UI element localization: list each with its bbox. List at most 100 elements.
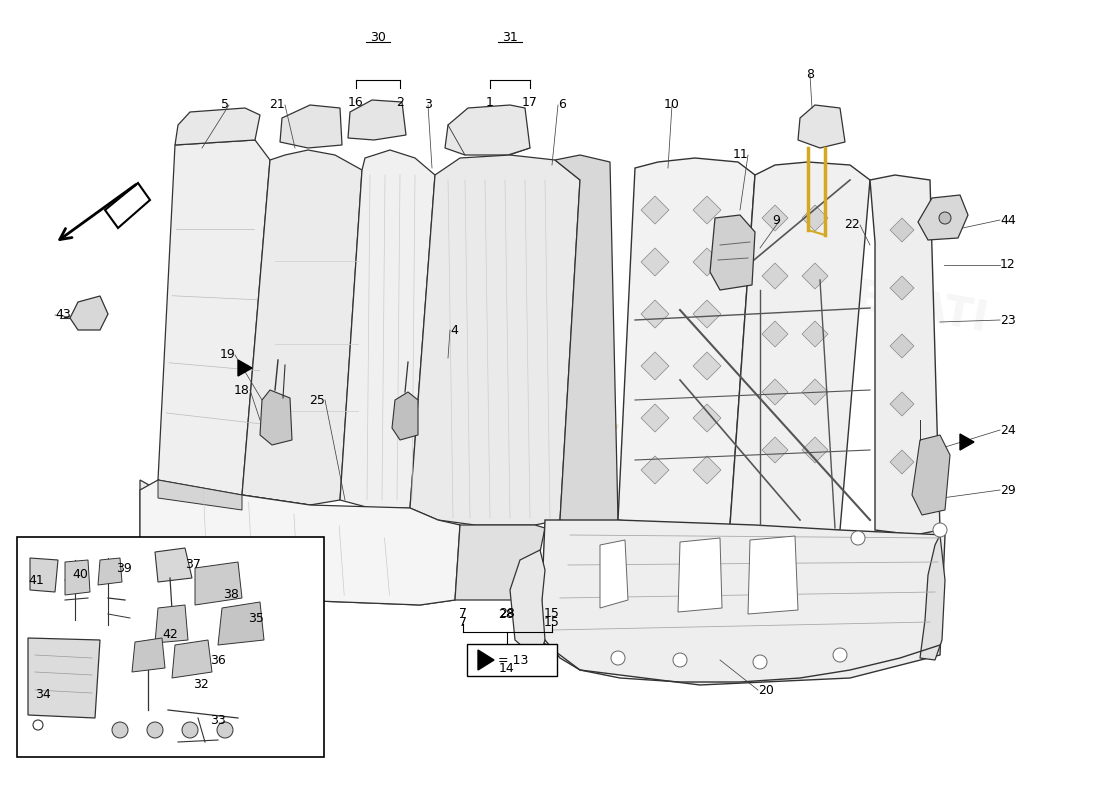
Polygon shape [890, 334, 914, 358]
Circle shape [933, 523, 947, 537]
Text: 11: 11 [733, 149, 748, 162]
Polygon shape [802, 437, 828, 463]
Text: 9: 9 [772, 214, 780, 226]
Polygon shape [30, 558, 58, 592]
Text: 41: 41 [28, 574, 44, 586]
Polygon shape [132, 638, 165, 672]
Polygon shape [890, 218, 914, 242]
Polygon shape [556, 155, 618, 528]
Circle shape [33, 720, 43, 730]
Text: 15: 15 [544, 607, 560, 620]
Polygon shape [238, 360, 252, 376]
Text: 33: 33 [210, 714, 225, 726]
Text: 35: 35 [248, 611, 264, 625]
Polygon shape [802, 379, 828, 405]
Polygon shape [340, 150, 434, 508]
Polygon shape [410, 155, 580, 525]
Text: 10: 10 [664, 98, 680, 111]
Circle shape [112, 722, 128, 738]
Text: 40: 40 [72, 569, 88, 582]
Text: 30: 30 [370, 31, 386, 44]
Polygon shape [280, 105, 342, 148]
Polygon shape [798, 105, 845, 148]
Text: 32: 32 [192, 678, 209, 691]
Polygon shape [641, 404, 669, 432]
Text: 16: 16 [348, 96, 364, 109]
Polygon shape [140, 480, 460, 605]
Circle shape [754, 655, 767, 669]
Polygon shape [70, 296, 108, 330]
Polygon shape [600, 540, 628, 608]
Text: 23: 23 [1000, 314, 1015, 326]
Text: MASERATI: MASERATI [749, 258, 991, 342]
Polygon shape [28, 638, 100, 718]
Text: 22: 22 [845, 218, 860, 231]
Polygon shape [641, 300, 669, 328]
Polygon shape [693, 352, 720, 380]
Polygon shape [641, 352, 669, 380]
Text: 18: 18 [234, 383, 250, 397]
Polygon shape [890, 450, 914, 474]
Text: 31: 31 [502, 31, 518, 44]
Polygon shape [641, 248, 669, 276]
Polygon shape [678, 538, 722, 612]
Polygon shape [172, 640, 212, 678]
Polygon shape [104, 183, 150, 228]
Polygon shape [693, 248, 720, 276]
Text: 34: 34 [35, 689, 51, 702]
Polygon shape [155, 605, 188, 643]
Text: 42: 42 [162, 629, 178, 642]
Polygon shape [920, 535, 945, 660]
Polygon shape [710, 215, 755, 290]
Text: 39: 39 [116, 562, 132, 574]
Text: 7: 7 [459, 607, 468, 620]
Text: 37: 37 [185, 558, 201, 571]
Text: 44: 44 [1000, 214, 1015, 226]
Polygon shape [762, 321, 788, 347]
Text: 25: 25 [309, 394, 324, 406]
Text: 38: 38 [223, 589, 239, 602]
Text: 28: 28 [498, 607, 514, 621]
Polygon shape [242, 150, 362, 505]
Circle shape [610, 651, 625, 665]
Circle shape [851, 531, 865, 545]
Text: 20: 20 [758, 683, 774, 697]
Polygon shape [890, 392, 914, 416]
Text: 2: 2 [396, 96, 404, 109]
Polygon shape [693, 196, 720, 224]
Text: 3: 3 [425, 98, 432, 111]
Text: 5: 5 [221, 98, 229, 111]
Text: 21: 21 [270, 98, 285, 111]
Text: 17: 17 [522, 96, 538, 109]
Circle shape [833, 648, 847, 662]
FancyBboxPatch shape [16, 537, 324, 757]
Circle shape [939, 212, 952, 224]
Circle shape [217, 722, 233, 738]
Polygon shape [960, 434, 974, 450]
Polygon shape [140, 480, 460, 605]
Polygon shape [478, 650, 494, 670]
Text: 28: 28 [499, 607, 515, 620]
Polygon shape [218, 602, 264, 645]
Polygon shape [802, 321, 828, 347]
Circle shape [147, 722, 163, 738]
Polygon shape [762, 263, 788, 289]
Polygon shape [392, 392, 418, 440]
FancyBboxPatch shape [468, 644, 557, 676]
Circle shape [182, 722, 198, 738]
Polygon shape [762, 205, 788, 231]
Polygon shape [98, 558, 122, 585]
Text: 6: 6 [558, 98, 565, 111]
Polygon shape [540, 520, 945, 685]
Text: 8: 8 [806, 69, 814, 82]
Polygon shape [260, 390, 292, 445]
Polygon shape [912, 435, 950, 515]
Text: 43: 43 [55, 309, 70, 322]
Polygon shape [455, 525, 544, 600]
Polygon shape [65, 560, 90, 595]
Polygon shape [693, 300, 720, 328]
Text: 19: 19 [219, 349, 235, 362]
Text: 1: 1 [486, 96, 494, 109]
Polygon shape [158, 140, 270, 495]
Text: 14: 14 [499, 662, 515, 675]
